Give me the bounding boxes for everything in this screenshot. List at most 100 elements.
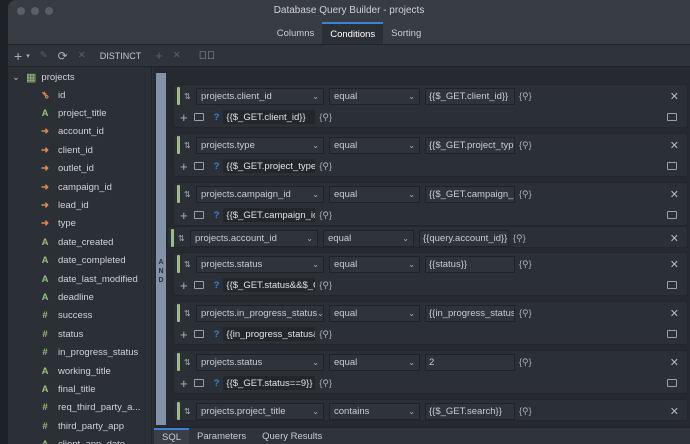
column-item[interactable]: ➜ type xyxy=(38,215,76,233)
field-select[interactable]: projects.status ⌄ xyxy=(196,255,324,273)
value-input[interactable]: {{$_GET.campaign_id}} xyxy=(425,185,515,203)
field-select[interactable]: projects.campaign_id ⌄ xyxy=(196,185,324,203)
value-input[interactable]: {{in_progress_status}} xyxy=(425,304,515,322)
column-item[interactable]: ➜ outlet_id xyxy=(38,160,94,178)
condition-expression-input[interactable]: {{$_GET.status&&$_GET.status}} xyxy=(223,278,316,292)
run-icon[interactable]: ▷⃝ xyxy=(198,49,216,62)
operator-select[interactable]: equal ⌄ xyxy=(323,229,414,247)
expression-editor-icon[interactable]: {⚲} xyxy=(519,188,532,199)
field-select[interactable]: projects.project_title ⌄ xyxy=(196,402,324,420)
value-input[interactable]: {{$_GET.project_type}} xyxy=(425,136,515,154)
conditional-icon[interactable]: ? xyxy=(213,377,220,389)
remove-condition-icon[interactable]: ✕ xyxy=(669,405,679,418)
field-select[interactable]: projects.type ⌄ xyxy=(196,136,324,154)
expression-editor-icon[interactable]: {⚲} xyxy=(513,232,526,243)
remove-condition-icon[interactable]: ✕ xyxy=(669,188,679,201)
conditional-icon[interactable]: ? xyxy=(213,279,220,291)
close-window-button[interactable] xyxy=(17,7,25,15)
condition-expression-input[interactable]: {{$_GET.project_type}} xyxy=(223,159,316,173)
operator-select[interactable]: equal ⌄ xyxy=(329,353,420,371)
column-item[interactable]: ➜ account_id xyxy=(38,123,104,141)
sort-handle-icon[interactable]: ⇅ xyxy=(184,91,191,101)
condition-expression-input[interactable]: {{$_GET.client_id}} xyxy=(223,110,316,124)
value-input[interactable]: 2 xyxy=(425,353,515,371)
column-item[interactable]: ➜ lead_id xyxy=(38,196,89,214)
conditional-icon[interactable]: ? xyxy=(213,111,220,123)
add-icon[interactable]: + xyxy=(180,326,188,342)
add-icon[interactable]: + xyxy=(180,277,188,293)
tab-columns[interactable]: Columns xyxy=(276,28,315,39)
sort-handle-icon[interactable]: ⇅ xyxy=(184,357,191,367)
expression-editor-icon[interactable]: {⚲} xyxy=(519,90,532,101)
remove-condition-icon[interactable]: ✕ xyxy=(669,232,679,245)
expression-editor-icon[interactable]: {⚲} xyxy=(319,111,333,122)
value-input[interactable]: {{status}} xyxy=(425,255,515,273)
expression-editor-icon[interactable]: {⚲} xyxy=(519,258,532,269)
condition-expression-input[interactable]: {{$_GET.status==9}} xyxy=(223,376,316,390)
add-icon[interactable]: + xyxy=(180,158,188,174)
column-item[interactable]: ➜ client_id xyxy=(38,141,93,159)
delete-icon[interactable]: ✕ xyxy=(77,50,86,61)
remove-condition-icon[interactable]: ✕ xyxy=(669,307,679,320)
maximize-button[interactable] xyxy=(45,7,53,15)
column-item[interactable]: # third_party_app xyxy=(38,417,124,435)
remove-group-icon[interactable] xyxy=(667,113,677,121)
minimize-button[interactable] xyxy=(31,7,39,15)
expression-editor-icon[interactable]: {⚲} xyxy=(519,307,532,318)
sort-handle-icon[interactable]: ⇅ xyxy=(184,259,191,269)
remove-group-icon[interactable] xyxy=(667,162,677,170)
conditional-icon[interactable]: ? xyxy=(213,209,220,221)
distinct-button[interactable]: DISTINCT xyxy=(99,50,142,61)
remove-condition-icon[interactable]: ✕ xyxy=(669,258,679,271)
remove-condition-icon[interactable]: ✕ xyxy=(172,50,181,61)
add-group-icon[interactable] xyxy=(193,379,204,387)
refresh-icon[interactable]: ⟳ xyxy=(57,48,68,63)
tab-sorting[interactable]: Sorting xyxy=(391,28,422,39)
operator-select[interactable]: equal ⌄ xyxy=(329,185,420,203)
dropdown-icon[interactable]: ▾ xyxy=(26,52,30,60)
tab-query-results[interactable]: Query Results xyxy=(262,431,323,442)
operator-select[interactable]: equal ⌄ xyxy=(329,255,420,273)
remove-condition-icon[interactable]: ✕ xyxy=(669,356,679,369)
operator-select[interactable]: equal ⌄ xyxy=(329,87,420,105)
sort-handle-icon[interactable]: ⇅ xyxy=(184,189,191,199)
expression-editor-icon[interactable]: {⚲} xyxy=(319,377,333,388)
condition-expression-input[interactable]: {{$_GET.campaign_id}} xyxy=(223,208,316,222)
remove-condition-icon[interactable]: ✕ xyxy=(669,90,679,103)
tab-sql[interactable]: SQL xyxy=(154,428,190,444)
column-item[interactable]: # req_third_party_a... xyxy=(38,399,140,417)
column-item[interactable]: ➜ campaign_id xyxy=(38,178,112,196)
tab-conditions[interactable]: Conditions xyxy=(322,22,384,44)
expression-editor-icon[interactable]: {⚲} xyxy=(519,356,532,367)
chevron-down-icon[interactable]: ⌄ xyxy=(12,71,20,83)
column-item[interactable]: # in_progress_status xyxy=(38,344,138,362)
column-item[interactable]: # status xyxy=(38,325,83,343)
column-item[interactable]: ⚷ id xyxy=(38,86,66,104)
operator-select[interactable]: equal ⌄ xyxy=(329,304,420,322)
edit-icon[interactable]: ✎ xyxy=(39,50,48,61)
add-icon[interactable]: + xyxy=(180,375,188,391)
sort-handle-icon[interactable]: ⇅ xyxy=(184,406,191,416)
expression-editor-icon[interactable]: {⚲} xyxy=(319,328,333,339)
operator-select[interactable]: contains ⌄ xyxy=(329,402,420,420)
remove-group-icon[interactable] xyxy=(667,379,677,387)
sort-handle-icon[interactable]: ⇅ xyxy=(184,140,191,150)
operator-select[interactable]: equal ⌄ xyxy=(329,136,420,154)
table-projects[interactable]: ⌄ ▦ projects xyxy=(12,68,75,86)
condition-expression-input[interactable]: {{in_progress_status&& xyxy=(223,327,316,341)
add-group-icon[interactable] xyxy=(193,330,204,338)
add-group-icon[interactable] xyxy=(193,162,204,170)
field-select[interactable]: projects.account_id ⌄ xyxy=(190,229,318,247)
remove-group-icon[interactable] xyxy=(667,330,677,338)
value-input[interactable]: {{$_GET.client_id}} xyxy=(425,87,515,105)
sort-handle-icon[interactable]: ⇅ xyxy=(184,308,191,318)
conditional-icon[interactable]: ? xyxy=(213,160,220,172)
tab-parameters[interactable]: Parameters xyxy=(197,431,247,442)
